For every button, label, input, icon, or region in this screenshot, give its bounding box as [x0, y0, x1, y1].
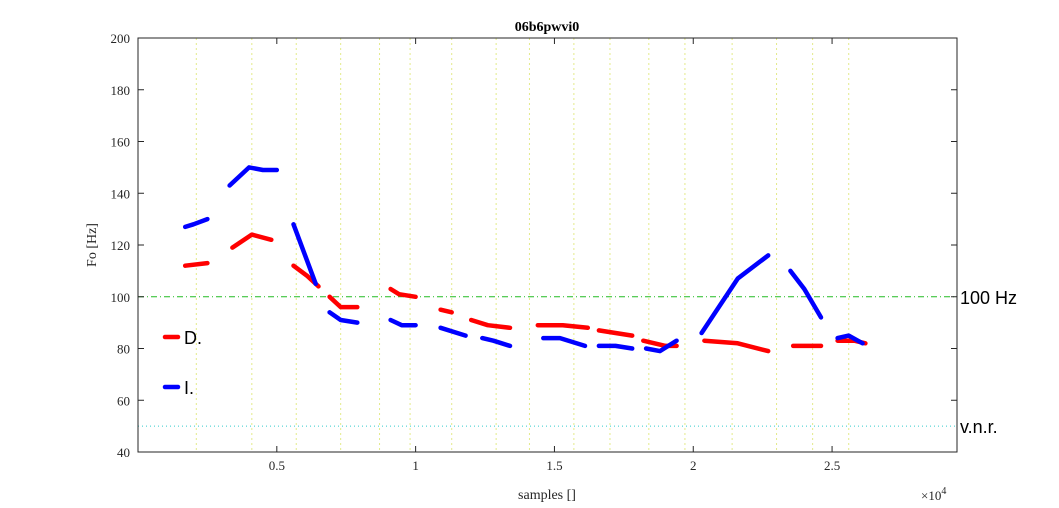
y-tick-label-2: 80	[117, 342, 130, 357]
vertical-markers	[195, 38, 850, 452]
series-0-segment-6	[468, 317, 513, 331]
y-tick-label-8: 200	[111, 31, 131, 46]
x-tick-label-4: 2.5	[824, 458, 840, 473]
series-layer	[182, 165, 868, 354]
series-0-segment-10	[702, 338, 771, 354]
series-0-segment-7	[535, 322, 591, 331]
legend: D. I.	[162, 328, 202, 398]
y-tick-label-7: 180	[111, 83, 131, 98]
y-tick-label-4: 120	[111, 238, 131, 253]
reference-lines	[138, 296, 957, 427]
reference-label-0: 100 Hz	[960, 288, 1017, 308]
reference-label-1: v.n.r.	[960, 417, 998, 437]
y-axis-label: Fo [Hz]	[85, 223, 100, 267]
series-0-segment-4	[388, 286, 418, 300]
series-1-segment-10	[699, 253, 771, 336]
x-axis-label: samples []	[518, 488, 576, 503]
series-1-segment-12	[835, 333, 865, 346]
series-0-segment-1	[230, 232, 274, 250]
x-tick-label-3: 2	[690, 458, 697, 473]
y-tick-label-5: 140	[111, 186, 131, 201]
reference-labels: 100 Hz v.n.r.	[960, 288, 1017, 437]
series-0-segment-5	[438, 307, 454, 315]
chart-title: 06b6pwvi0	[515, 20, 580, 35]
x-exponent-base: ×104	[921, 486, 946, 503]
series-0-segment-3	[327, 294, 360, 310]
series-1-segment-3	[327, 310, 360, 325]
y-tick-label-1: 60	[117, 393, 130, 408]
series-1-segment-4	[388, 317, 418, 328]
series-1-segment-0	[182, 216, 210, 230]
x-tick-label-1: 1	[412, 458, 419, 473]
series-1-segment-2	[291, 222, 318, 287]
series-1-segment-5	[438, 325, 468, 338]
series-1-segment-8	[596, 343, 635, 351]
y-tick-label-0: 40	[117, 445, 130, 460]
series-1-segment-1	[227, 165, 280, 188]
y-tick-label-3: 100	[111, 290, 131, 305]
y-tick-label-6: 160	[111, 135, 131, 150]
x-tick-label-2: 1.5	[546, 458, 562, 473]
series-0-segment-0	[182, 260, 210, 268]
series-1-segment-9	[643, 338, 679, 354]
x-tick-label-0: 0.5	[269, 458, 285, 473]
legend-label-1: I.	[184, 378, 194, 398]
axis-ticks: 0.5 1 1.5 2 2.5 40 60 80 100 120 140 160 180 200	[111, 31, 957, 473]
series-1-segment-7	[541, 335, 588, 349]
series-1-segment-11	[788, 268, 824, 320]
series-0-segment-8	[596, 328, 635, 338]
series-1-segment-6	[480, 335, 513, 349]
legend-label-0: D.	[184, 328, 202, 348]
